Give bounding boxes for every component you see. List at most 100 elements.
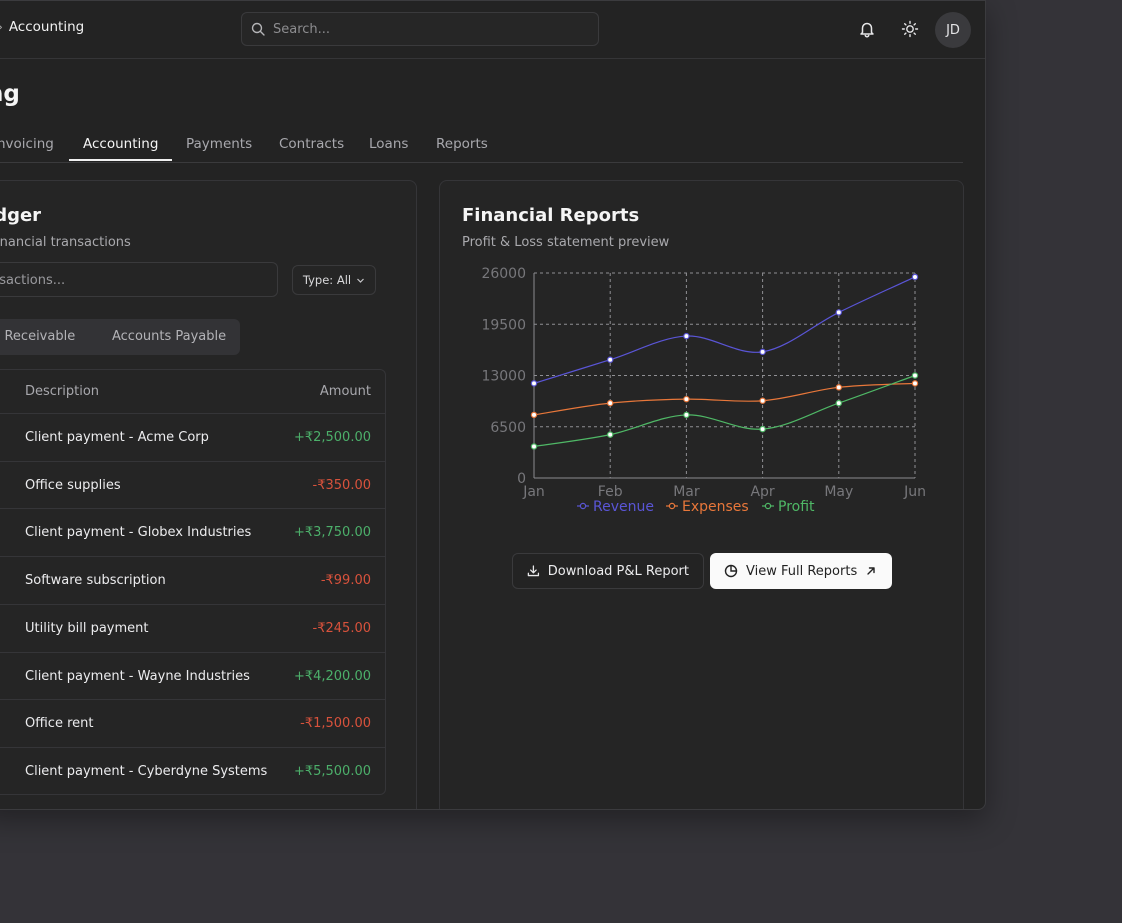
data-point-revenue bbox=[606, 356, 614, 363]
legend-marker-dot bbox=[764, 502, 772, 510]
series-line-expenses bbox=[533, 382, 916, 416]
transactions-table: Description Amount Client payment - Acme… bbox=[0, 369, 386, 795]
sun-icon[interactable] bbox=[900, 19, 920, 39]
search-input[interactable] bbox=[271, 20, 575, 38]
search-box[interactable] bbox=[241, 12, 599, 46]
data-point-profit bbox=[911, 372, 919, 379]
arrow-up-right-icon bbox=[867, 567, 875, 575]
chevron-right-icon: › bbox=[0, 20, 3, 34]
row-amount: +₹2,500.00 bbox=[293, 430, 371, 445]
data-point-profit bbox=[530, 443, 538, 450]
financial-reports-card: Financial Reports Profit & Loss statemen… bbox=[439, 180, 964, 809]
tab-accounting[interactable]: Accounting bbox=[83, 136, 159, 152]
x-tick-label: Feb bbox=[598, 484, 623, 500]
download-pl-report-button[interactable]: Download P&L Report bbox=[512, 553, 704, 589]
table-row[interactable]: Utility bill payment -₹245.00 bbox=[0, 603, 385, 652]
column-header-amount: Amount bbox=[319, 384, 371, 399]
legend-label: Revenue bbox=[593, 499, 654, 515]
segment-accounts-receivable[interactable]: unts Receivable bbox=[0, 329, 76, 344]
table-row[interactable]: Office supplies -₹350.00 bbox=[0, 460, 385, 509]
view-full-reports-label: View Full Reports bbox=[746, 563, 858, 579]
download-pl-report-label: Download P&L Report bbox=[547, 563, 689, 579]
row-amount: -₹99.00 bbox=[320, 573, 371, 589]
y-tick-label: 19500 bbox=[481, 317, 526, 333]
row-description: Office rent bbox=[25, 716, 94, 732]
row-description: Client payment - Cyberdyne Systems bbox=[25, 763, 268, 779]
app-window: › Accounting bbox=[0, 0, 986, 810]
bell-icon[interactable] bbox=[857, 19, 877, 39]
top-bar: › Accounting bbox=[0, 1, 985, 59]
page-title: ng bbox=[0, 81, 20, 107]
tab-invoicing[interactable]: nvoicing bbox=[0, 136, 54, 152]
y-tick-label: 6500 bbox=[490, 420, 526, 436]
row-amount: -₹1,500.00 bbox=[300, 716, 371, 732]
tab-payments[interactable]: Payments bbox=[186, 136, 253, 152]
table-row[interactable]: Client payment - Cyberdyne Systems +₹5,50… bbox=[0, 746, 385, 794]
row-description: Client payment - Acme Corp bbox=[25, 430, 209, 445]
row-amount: +₹5,500.00 bbox=[293, 763, 371, 779]
avatar-initials: JD bbox=[946, 22, 960, 38]
pl-chart: 0 6500 13000 19500 26000 Jan Feb Mar Apr May Jun Re… bbox=[460, 261, 940, 531]
tab-loans[interactable]: Loans bbox=[369, 136, 409, 152]
data-point-revenue bbox=[911, 273, 919, 281]
reports-title: Financial Reports bbox=[462, 205, 640, 226]
breadcrumb: › Accounting bbox=[0, 19, 84, 35]
search-icon bbox=[251, 22, 265, 36]
x-tick-label: May bbox=[824, 484, 853, 500]
legend-label: Expenses bbox=[682, 499, 749, 515]
data-point-revenue bbox=[835, 309, 842, 316]
x-tick-label: Jun bbox=[903, 484, 926, 500]
legend-label: Profit bbox=[778, 499, 815, 515]
type-filter-value: Type: All bbox=[302, 273, 352, 287]
row-description: Software subscription bbox=[25, 573, 166, 589]
data-point-profit bbox=[606, 431, 614, 438]
download-icon bbox=[527, 565, 540, 577]
avatar[interactable]: JD bbox=[935, 12, 971, 48]
data-point-expenses bbox=[606, 399, 614, 407]
table-row[interactable]: Software subscription -₹99.00 bbox=[0, 556, 385, 604]
data-point-expenses bbox=[530, 411, 538, 419]
pie-chart-icon bbox=[724, 564, 738, 578]
row-description: Utility bill payment bbox=[25, 620, 149, 636]
column-header-description: Description bbox=[25, 384, 100, 399]
table-row[interactable]: Office rent -₹1,500.00 bbox=[0, 699, 385, 747]
table-row[interactable]: Client payment - Acme Corp +₹2,500.00 bbox=[0, 413, 385, 461]
y-tick-label: 26000 bbox=[481, 266, 526, 282]
x-tick-label: Apr bbox=[750, 484, 774, 500]
x-tick-label: Mar bbox=[673, 484, 700, 500]
data-point-revenue bbox=[759, 348, 766, 356]
breadcrumb-current[interactable]: Accounting bbox=[8, 19, 85, 35]
chevron-down-icon bbox=[357, 278, 365, 283]
row-description: Office supplies bbox=[25, 477, 121, 493]
ledger-title: edger bbox=[0, 205, 42, 226]
row-amount: +₹4,200.00 bbox=[293, 668, 371, 684]
type-filter-select[interactable]: Type: All bbox=[292, 265, 376, 295]
table-row[interactable]: Client payment - Globex Industries +₹3,75… bbox=[0, 508, 385, 556]
data-point-expenses bbox=[759, 397, 766, 404]
view-full-reports-button[interactable]: View Full Reports bbox=[710, 553, 892, 589]
legend-marker-dot bbox=[579, 502, 587, 510]
series-line-revenue bbox=[533, 276, 916, 384]
x-tick-label: Jan bbox=[522, 484, 545, 500]
data-point-profit bbox=[683, 411, 690, 419]
tab-reports[interactable]: Reports bbox=[436, 136, 488, 152]
data-point-expenses bbox=[835, 384, 842, 391]
row-amount: +₹3,750.00 bbox=[293, 525, 371, 541]
y-tick-label: 13000 bbox=[481, 369, 526, 385]
data-point-revenue bbox=[683, 332, 690, 340]
ledger-subtitle: r financial transactions bbox=[0, 235, 131, 250]
data-point-expenses bbox=[911, 380, 919, 387]
ledger-segmented-control: unts Receivable Accounts Payable bbox=[0, 319, 240, 355]
tab-contracts[interactable]: Contracts bbox=[279, 136, 345, 152]
row-description: Client payment - Wayne Industries bbox=[25, 668, 250, 684]
pl-line-chart: 0 6500 13000 19500 26000 Jan Feb Mar Apr May Jun Re… bbox=[481, 266, 926, 515]
table-row[interactable]: Client payment - Wayne Industries +₹4,200… bbox=[0, 651, 385, 700]
data-point-expenses bbox=[683, 395, 690, 403]
transactions-search[interactable] bbox=[0, 262, 278, 297]
segment-accounts-payable[interactable]: Accounts Payable bbox=[112, 329, 227, 344]
row-amount: -₹245.00 bbox=[312, 620, 371, 636]
transactions-search-input[interactable] bbox=[0, 272, 265, 289]
active-tab-indicator bbox=[69, 159, 172, 161]
row-description: Client payment - Globex Industries bbox=[25, 525, 252, 541]
reports-subtitle: Profit & Loss statement preview bbox=[462, 235, 670, 250]
